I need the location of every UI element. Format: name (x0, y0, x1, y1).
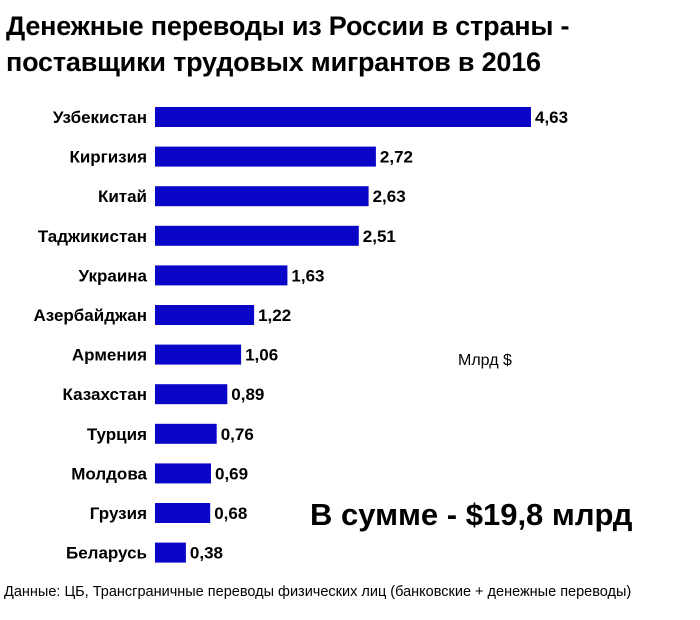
category-label-2: Китай (98, 187, 147, 206)
value-label-9: 0,69 (215, 464, 248, 483)
bar-11 (155, 542, 186, 563)
category-label-1: Киргизия (69, 148, 147, 167)
value-label-3: 2,51 (363, 227, 396, 246)
bar-8 (155, 423, 217, 444)
bar-9 (155, 463, 211, 484)
value-label-8: 0,76 (221, 425, 254, 444)
bar-7 (155, 384, 228, 405)
category-label-0: Узбекистан (53, 108, 147, 127)
bar-0 (155, 107, 531, 127)
chart-title-line-2: поставщики трудовых мигрантов в 2016 (6, 47, 541, 77)
category-label-3: Таджикистан (38, 227, 147, 246)
category-label-10: Грузия (90, 504, 147, 523)
total-label: В сумме - $19,8 млрд (310, 497, 633, 532)
value-label-5: 1,22 (258, 306, 291, 325)
value-label-1: 2,72 (380, 148, 413, 167)
bar-3 (155, 225, 359, 246)
source-note: Данные: ЦБ, Трансграничные переводы физи… (4, 584, 632, 600)
bar-chart: Узбекистан 4,63 Киргизия 2,72 Китай 2,63 Таджи… (33, 107, 568, 563)
category-label-6: Армения (72, 346, 147, 365)
category-label-5: Азербайджан (33, 306, 147, 325)
value-label-7: 0,89 (231, 385, 264, 404)
category-label-8: Турция (87, 425, 147, 444)
value-label-10: 0,68 (214, 504, 247, 523)
category-label-7: Казахстан (63, 385, 147, 404)
category-label-9: Молдова (71, 464, 147, 483)
bar-10 (155, 503, 211, 523)
value-label-4: 1,63 (291, 266, 324, 285)
chart-title: Денежные переводы из России в страны - п… (6, 8, 686, 80)
value-label-2: 2,63 (373, 187, 406, 206)
value-label-11: 0,38 (190, 544, 223, 563)
bar-6 (155, 344, 242, 365)
bar-1 (155, 146, 376, 167)
value-label-6: 1,06 (245, 346, 278, 365)
bar-5 (155, 305, 255, 325)
category-label-4: Украина (79, 266, 148, 285)
unit-label: Млрд $ (458, 352, 512, 369)
category-label-11: Беларусь (66, 544, 147, 563)
value-label-0: 4,63 (535, 108, 568, 127)
chart-title-line-1: Денежные переводы из России в страны - (6, 11, 570, 41)
bar-2 (155, 186, 369, 207)
bar-4 (155, 265, 288, 286)
